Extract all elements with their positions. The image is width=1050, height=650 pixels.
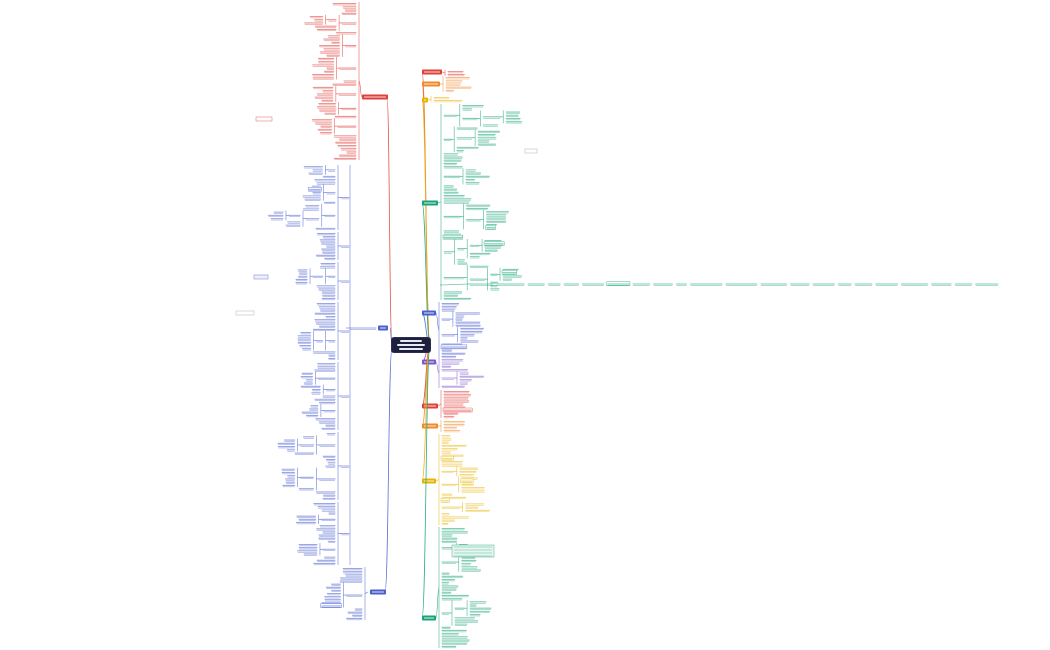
branch-r-yellow1-link [421, 99, 431, 346]
l-blue-callout-2 [253, 274, 269, 280]
l-blue2-link [364, 591, 369, 594]
l-red-link [358, 80, 363, 98]
branch-l-blue2-link [384, 347, 393, 593]
r-green-table [451, 544, 495, 558]
central-topic-node[interactable] [392, 338, 430, 352]
branch-r-green2-link [421, 344, 431, 619]
branch-l-blue-link [389, 327, 393, 344]
branch-l-red-link [386, 96, 393, 343]
r-green-callout [524, 148, 538, 154]
l-red-callout-1 [255, 116, 273, 122]
r-green1-link [437, 201, 442, 204]
r-purple-link [435, 361, 440, 374]
r-green2-link [435, 587, 440, 619]
r-red2-link [437, 403, 442, 407]
r-red1-link [441, 71, 446, 74]
r-yellow1-link [427, 98, 432, 101]
r-yellow2-link [435, 479, 440, 482]
l-blue-callout-1 [235, 310, 255, 316]
r-blue1-link [435, 312, 440, 331]
r-green-chain-link [439, 283, 471, 286]
